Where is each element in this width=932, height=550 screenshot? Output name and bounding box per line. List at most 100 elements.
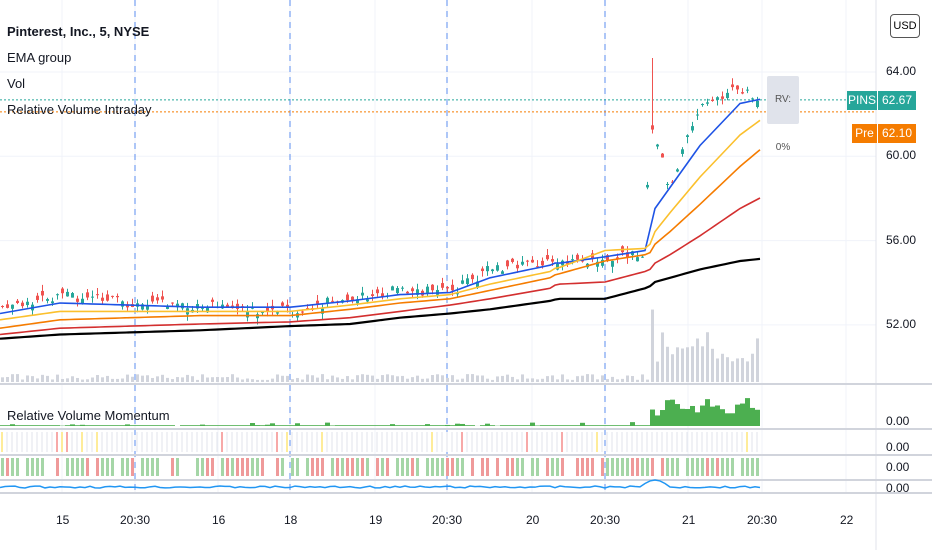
direction-bar bbox=[366, 458, 369, 476]
rvm-area bbox=[675, 404, 680, 426]
rvm-area bbox=[150, 425, 155, 426]
direction-bar bbox=[581, 458, 584, 476]
candle bbox=[356, 299, 359, 304]
volume-bar bbox=[181, 377, 184, 382]
pane-value: 0.00 bbox=[886, 481, 910, 495]
signal-bar bbox=[676, 432, 678, 452]
symbol-title[interactable]: Pinterest, Inc., 5, NYSE bbox=[7, 24, 150, 39]
rvm-area bbox=[460, 423, 465, 426]
signal-bar bbox=[391, 432, 393, 452]
direction-bar bbox=[356, 458, 359, 476]
direction-bar bbox=[321, 458, 324, 476]
rvm-area bbox=[515, 425, 520, 426]
rvm-area bbox=[260, 425, 265, 426]
signal-bar bbox=[696, 432, 698, 452]
rvm-area bbox=[610, 425, 615, 426]
direction-bar bbox=[96, 458, 99, 476]
currency-button[interactable]: USD bbox=[890, 14, 920, 38]
volume-bar bbox=[396, 376, 399, 382]
signal-bar bbox=[121, 432, 123, 452]
premarket-tag: Pre bbox=[852, 124, 877, 143]
signal-bar bbox=[86, 432, 88, 452]
signal-bar bbox=[61, 432, 63, 452]
legend-relative-volume-momentum[interactable]: Relative Volume Momentum bbox=[7, 408, 170, 423]
volume-bar bbox=[146, 375, 149, 382]
candle bbox=[371, 294, 374, 296]
signal-bar bbox=[161, 432, 163, 452]
direction-bar bbox=[36, 458, 39, 476]
rvm-area bbox=[55, 425, 60, 426]
candle bbox=[746, 89, 749, 91]
signal-bar bbox=[666, 432, 668, 452]
direction-bar bbox=[511, 458, 514, 476]
volume-bar bbox=[226, 377, 229, 382]
legend-vol[interactable]: Vol bbox=[7, 76, 26, 91]
candle bbox=[251, 307, 254, 309]
volume-bar bbox=[276, 374, 279, 382]
rvm-area bbox=[45, 425, 50, 426]
signal-bar bbox=[751, 432, 753, 452]
volume-bar bbox=[376, 378, 379, 382]
volume-bar bbox=[281, 375, 284, 382]
signal-bar bbox=[201, 432, 203, 452]
rvm-area bbox=[585, 425, 590, 426]
direction-bar bbox=[71, 458, 74, 476]
volume-bar bbox=[756, 338, 759, 382]
direction-bar bbox=[396, 458, 399, 476]
signal-bar bbox=[16, 432, 18, 452]
signal-bar bbox=[381, 432, 383, 452]
rvm-area bbox=[160, 425, 165, 426]
ema-line-2 bbox=[0, 119, 761, 321]
volume-bar bbox=[651, 309, 654, 382]
volume-bar bbox=[561, 374, 564, 382]
rvm-area bbox=[700, 405, 705, 426]
signal-bar bbox=[6, 432, 8, 452]
volume-bar bbox=[731, 361, 734, 382]
volume-bar bbox=[621, 378, 624, 382]
volume-bar bbox=[596, 379, 599, 382]
signal-bar bbox=[671, 432, 673, 452]
rvm-area bbox=[250, 423, 255, 426]
signal-bar bbox=[126, 432, 128, 452]
volume-bar bbox=[696, 338, 699, 382]
rvm-area bbox=[130, 425, 135, 426]
volume-bar bbox=[196, 379, 199, 382]
signal-bar bbox=[721, 432, 723, 452]
signal-bar bbox=[686, 432, 688, 452]
direction-bar bbox=[386, 458, 389, 476]
candle bbox=[461, 280, 464, 284]
legend-relative-volume-intraday[interactable]: Relative Volume Intraday bbox=[7, 102, 152, 117]
rvm-area bbox=[625, 425, 630, 426]
signal-bar bbox=[246, 432, 248, 452]
signal-bar bbox=[11, 432, 13, 452]
signal-bar bbox=[176, 432, 178, 452]
candle bbox=[211, 299, 214, 302]
price-axis-label: 64.00 bbox=[886, 64, 917, 78]
direction-bar bbox=[151, 458, 154, 476]
direction-bar bbox=[636, 458, 639, 476]
candle bbox=[196, 304, 199, 309]
volume-bar bbox=[366, 374, 369, 382]
rvm-area bbox=[490, 425, 495, 426]
legend-ema-group[interactable]: EMA group bbox=[7, 50, 72, 65]
volume-bar bbox=[726, 357, 729, 382]
volume-bar bbox=[691, 346, 694, 382]
candle bbox=[361, 292, 364, 296]
rvm-area bbox=[455, 423, 460, 426]
candle bbox=[521, 261, 524, 265]
volume-bar bbox=[206, 377, 209, 382]
direction-bar bbox=[201, 458, 204, 476]
rvm-area bbox=[525, 425, 530, 426]
signal-bar bbox=[146, 432, 148, 452]
volume-bar bbox=[156, 376, 159, 382]
rvm-area bbox=[680, 408, 685, 426]
signal-bar bbox=[716, 432, 718, 452]
rvm-area bbox=[740, 403, 745, 426]
volume-bar bbox=[261, 379, 264, 382]
signal-bar bbox=[571, 432, 573, 452]
signal-bar bbox=[131, 432, 133, 452]
signal-bar bbox=[206, 432, 208, 452]
volume-bar bbox=[241, 379, 244, 382]
volume-bar bbox=[386, 374, 389, 382]
